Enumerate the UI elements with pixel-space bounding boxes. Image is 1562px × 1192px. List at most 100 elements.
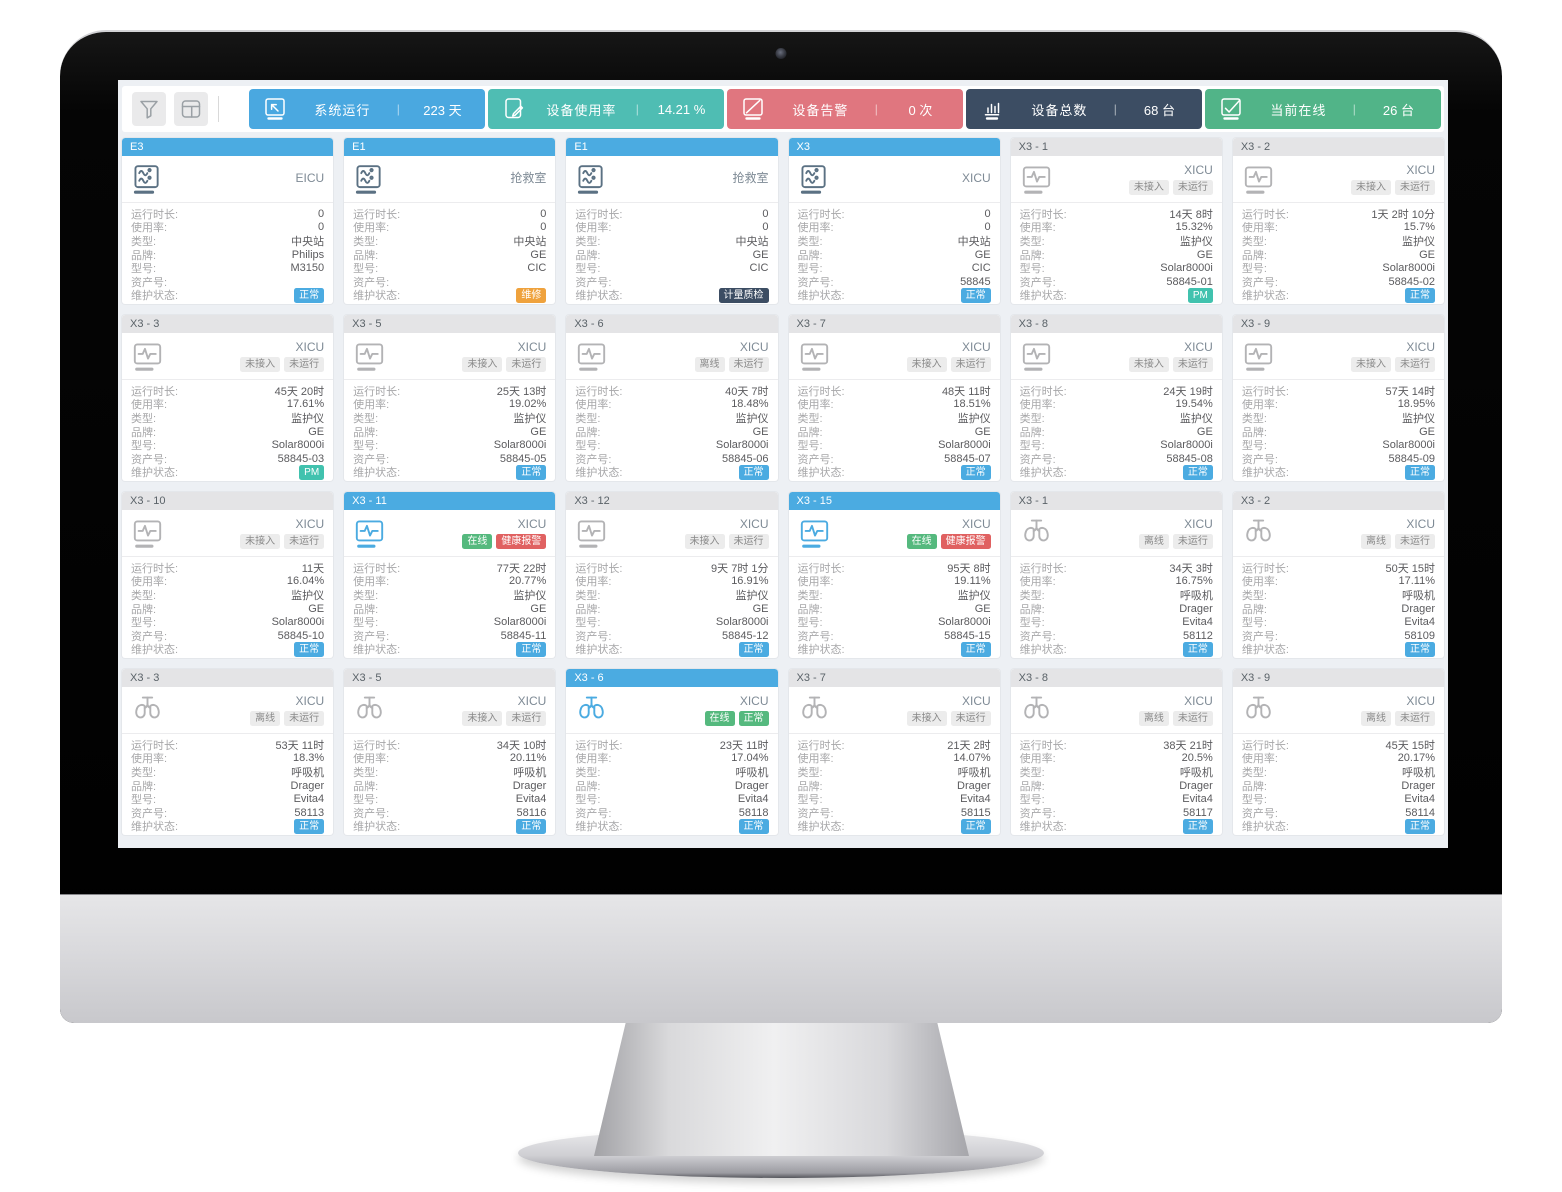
device-card[interactable]: E1 抢救室 运行时长: 0 使用率: 0 类型: 中央站 品牌: GE 型号: CIC 资产号: 维… xyxy=(566,138,778,304)
central-station-icon xyxy=(353,163,386,196)
device-card[interactable]: X3 - 6 XICU 离线 未运行 运行时长: 40天 7时 使用率: 18.48% 类… xyxy=(566,315,778,481)
device-card[interactable]: X3 - 1 XICU 离线 未运行 运行时长: 34天 3时 使用率: 16.75% 类… xyxy=(1010,492,1222,658)
field-label: 型号: xyxy=(575,263,601,276)
device-card[interactable]: X3 - 12 XICU 未接入 未运行 运行时长: 9天 7时 1分 使用率: 16.… xyxy=(566,492,778,658)
field-label: 品牌: xyxy=(1241,426,1267,439)
field-row-brand: 品牌: Drager xyxy=(1242,602,1435,616)
field-row-asset: 资产号: 58118 xyxy=(575,806,768,820)
field-value: 58845-07 xyxy=(944,452,991,465)
device-card[interactable]: X3 - 2 XICU 离线 未运行 运行时长: 50天 15时 使用率: 17.11%… xyxy=(1232,492,1444,658)
field-label: 品牌: xyxy=(575,249,601,262)
toolbar-stat-monitor-online[interactable]: 当前在线 | 26 台 xyxy=(1205,89,1441,129)
ventilator-icon xyxy=(1242,517,1275,550)
device-card-header: X3 - 11 xyxy=(344,492,556,510)
field-value: 9天 7时 1分 xyxy=(711,562,769,575)
field-row-usage: 使用率: 19.11% xyxy=(798,575,991,588)
field-label: 运行时长: xyxy=(1241,562,1289,575)
device-card[interactable]: X3 - 5 XICU 未接入 未运行 运行时长: 34天 10时 使用率: 20.11… xyxy=(344,669,556,835)
field-row-usage: 使用率: 0 xyxy=(575,221,768,234)
stat-value: 0 次 xyxy=(908,102,933,118)
field-row-maintenance: 维护状态: 正常 xyxy=(131,641,325,657)
field-value: Solar8000i xyxy=(938,439,991,452)
device-card[interactable]: X3 - 15 XICU 在线 健康报警 运行时长: 95天 8时 使用率: 19.11… xyxy=(788,492,1000,658)
status-badge: 未运行 xyxy=(1172,357,1213,372)
field-label: 类型: xyxy=(1241,412,1267,425)
field-label: 维护状态: xyxy=(1241,821,1289,834)
field-row-asset: 资产号: 58845-06 xyxy=(575,452,768,466)
field-value: GE xyxy=(974,248,991,261)
device-card[interactable]: X3 - 9 XICU 未接入 未运行 运行时长: 57天 14时 使用率: 18.95… xyxy=(1232,315,1444,481)
field-label: 品牌: xyxy=(797,426,823,439)
layout-button[interactable] xyxy=(174,92,208,126)
device-card-header: X3 - 9 xyxy=(1232,669,1444,687)
field-label: 型号: xyxy=(1241,794,1267,807)
status-badge: 正常 xyxy=(738,711,769,726)
field-label: 资产号: xyxy=(1019,630,1056,643)
field-row-runtime: 运行时长: 34天 10时 xyxy=(353,738,546,752)
field-value: 17.04% xyxy=(731,752,769,765)
field-value: 58845-03 xyxy=(277,452,325,465)
field-row-asset: 资产号: 58114 xyxy=(1242,806,1435,820)
device-card[interactable]: X3 - 7 XICU 未接入 未运行 运行时长: 21天 2时 使用率: 14.07%… xyxy=(788,669,1000,835)
device-card[interactable]: X3 - 7 XICU 未接入 未运行 运行时长: 48天 11时 使用率: 18.51… xyxy=(788,315,1000,481)
field-label: 资产号: xyxy=(1019,807,1056,820)
field-row-runtime: 运行时长: 25天 13时 xyxy=(353,384,546,398)
device-id: E3 xyxy=(130,141,144,153)
stat-value: 68 台 xyxy=(1143,102,1175,118)
field-label: 型号: xyxy=(1241,440,1267,453)
field-label: 品牌: xyxy=(1019,249,1045,262)
field-row-model: 型号: Solar8000i xyxy=(1242,438,1435,452)
toolbar-stat-monitor-alert[interactable]: 设备告警 | 0 次 xyxy=(727,89,963,129)
field-value: 23天 11时 xyxy=(719,739,769,752)
device-card[interactable]: X3 - 10 XICU 未接入 未运行 运行时长: 11天 使用率: 16.04% 类型… xyxy=(122,492,334,658)
stat-label: 当前在线 xyxy=(1270,102,1327,118)
status-badge: 未接入 xyxy=(906,357,947,372)
device-card-header: X3 - 6 xyxy=(566,669,778,687)
field-value: 0 xyxy=(984,221,991,234)
status-badge: 未运行 xyxy=(1395,357,1435,372)
device-card[interactable]: X3 XICU 运行时长: 0 使用率: 0 类型: 中央站 品牌: GE 型号: CIC 资产号:… xyxy=(788,138,1000,304)
toolbar-stat-monitor-cursor[interactable]: 系统运行 | 223 天 xyxy=(249,89,485,129)
field-row-model: 型号: Solar8000i xyxy=(1020,438,1213,452)
field-value: CIC xyxy=(527,262,547,275)
maintenance-status-badge: 正常 xyxy=(1405,818,1435,834)
field-label: 型号: xyxy=(575,617,601,630)
field-value: 0 xyxy=(318,207,325,220)
device-card[interactable]: X3 - 5 XICU 未接入 未运行 运行时长: 25天 13时 使用率: 19.02… xyxy=(344,315,556,481)
device-card[interactable]: X3 - 6 XICU 在线 正常 运行时长: 23天 11时 使用率: 17.04% 类… xyxy=(566,669,778,835)
field-row-runtime: 运行时长: 53天 11时 xyxy=(131,738,324,752)
device-card[interactable]: X3 - 11 XICU 在线 健康报警 运行时长: 77天 22时 使用率: 20.7… xyxy=(344,492,556,658)
field-label: 资产号: xyxy=(797,630,834,643)
field-label: 型号: xyxy=(353,263,379,276)
device-card[interactable]: X3 - 3 XICU 未接入 未运行 运行时长: 45天 20时 使用率: 17.61… xyxy=(122,315,334,481)
device-card[interactable]: X3 - 8 XICU 未接入 未运行 运行时长: 24天 19时 使用率: 19.54… xyxy=(1010,315,1222,481)
field-row-runtime: 运行时长: 21天 2时 xyxy=(798,738,991,752)
monitor-chin xyxy=(60,894,1502,1023)
field-value: 58117 xyxy=(1183,806,1213,819)
device-card[interactable]: X3 - 2 XICU 未接入 未运行 运行时长: 1天 2时 10分 使用率: 15.… xyxy=(1232,138,1444,304)
device-card[interactable]: E3 EICU 运行时长: 0 使用率: 0 类型: 中央站 品牌: Philips 型号: M3… xyxy=(122,138,334,304)
device-card[interactable]: X3 - 9 XICU 离线 未运行 运行时长: 45天 15时 使用率: 20.17%… xyxy=(1232,669,1444,835)
device-card-header: X3 - 7 xyxy=(788,669,1000,687)
field-value: GE xyxy=(974,425,991,438)
field-value: 14天 8时 xyxy=(1169,208,1213,221)
field-row-usage: 使用率: 19.02% xyxy=(353,398,546,411)
field-value: 77天 22时 xyxy=(496,562,547,575)
field-row-brand: 品牌: GE xyxy=(131,602,324,616)
device-card[interactable]: E1 抢救室 运行时长: 0 使用率: 0 类型: 中央站 品牌: GE 型号: CIC 资产号: 维… xyxy=(344,138,556,304)
field-value: Solar8000i xyxy=(938,616,991,629)
device-id: X3 - 6 xyxy=(574,318,604,330)
field-row-maintenance: 维护状态: 正常 xyxy=(798,818,991,834)
field-label: 类型: xyxy=(1241,589,1267,602)
field-value: 58845-09 xyxy=(1388,452,1436,465)
field-row-maintenance: 维护状态: 正常 xyxy=(575,464,769,480)
toolbar-stat-bar-chart[interactable]: 设备总数 | 68 台 xyxy=(966,89,1202,129)
device-card-grid: E3 EICU 运行时长: 0 使用率: 0 类型: 中央站 品牌: Philips 型号: M3… xyxy=(122,138,1444,835)
toolbar-stat-tablet-edit[interactable]: 设备使用率 | 14.21 % xyxy=(488,89,724,129)
field-value: 58115 xyxy=(960,806,991,819)
device-card[interactable]: X3 - 3 XICU 离线 未运行 运行时长: 53天 11时 使用率: 18.3% 类… xyxy=(122,669,334,835)
filter-button[interactable] xyxy=(132,92,166,126)
device-card[interactable]: X3 - 1 XICU 未接入 未运行 运行时长: 14天 8时 使用率: 15.32%… xyxy=(1010,138,1222,304)
field-value: 58845-06 xyxy=(722,452,769,465)
device-card[interactable]: X3 - 8 XICU 离线 未运行 运行时长: 38天 21时 使用率: 20.5% 类… xyxy=(1010,669,1222,835)
